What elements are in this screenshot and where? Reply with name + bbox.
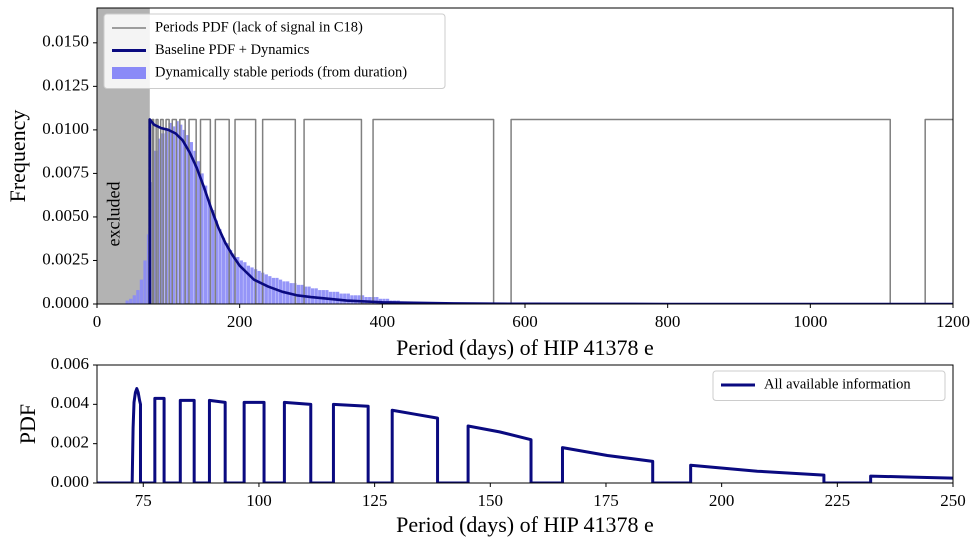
legend: All available information	[712, 370, 946, 401]
histogram-bar	[271, 277, 276, 304]
x-tick-label: 75	[135, 491, 152, 510]
histogram-bar	[129, 298, 133, 304]
x-tick-label: 150	[478, 491, 504, 510]
x-tick-label: 225	[825, 491, 851, 510]
y-tick-label: 0.0075	[42, 162, 89, 181]
histogram-bar	[193, 150, 197, 304]
x-tick-label: 800	[655, 312, 681, 331]
x-axis-label: Period (days) of HIP 41378 e	[396, 335, 654, 360]
histogram-bar	[375, 297, 379, 304]
histogram-bar	[218, 229, 222, 304]
histogram-bar	[246, 265, 251, 304]
series-line	[148, 118, 953, 304]
histogram-bar	[357, 295, 361, 304]
x-tick-label: 1000	[793, 312, 827, 331]
x-tick-label: 125	[362, 491, 388, 510]
histogram-bar	[186, 135, 190, 304]
legend: Periods PDF (lack of signal in C18) Basel…	[103, 13, 446, 89]
histogram-bar	[228, 250, 233, 304]
histogram-bar	[360, 295, 365, 304]
histogram-bar	[207, 199, 211, 304]
y-tick-label: 0.0050	[42, 206, 89, 225]
histogram-bar	[243, 262, 247, 304]
y-tick-label: 0.0125	[42, 75, 89, 94]
histogram-bar	[125, 300, 129, 304]
plot-area	[97, 387, 953, 483]
histogram-bar	[211, 209, 215, 304]
x-tick-label: 400	[370, 312, 396, 331]
histogram-bar	[204, 185, 208, 304]
histogram-bar	[257, 270, 261, 304]
histogram-bar	[232, 253, 236, 304]
histogram-bar	[196, 161, 201, 304]
legend-box	[712, 370, 946, 401]
y-tick-label: 0.0025	[42, 249, 89, 268]
histogram-bar	[175, 121, 179, 304]
histogram-bar	[307, 286, 311, 304]
histogram-bar	[343, 293, 347, 304]
series-line	[97, 387, 953, 483]
y-tick-label: 0.004	[51, 393, 90, 412]
x-axis-label: Period (days) of HIP 41378 e	[396, 512, 654, 537]
histogram-bar	[200, 173, 204, 304]
x-tick-label: 200	[709, 491, 735, 510]
x-tick-label: 200	[227, 312, 253, 331]
y-tick-label: 0.0150	[42, 32, 89, 51]
histogram-bar	[182, 129, 186, 304]
histogram-bar	[332, 291, 336, 304]
histogram-bar	[221, 237, 226, 304]
x-tick-label: 250	[940, 491, 966, 510]
histogram-bar	[346, 293, 350, 304]
histogram-bar	[239, 260, 243, 304]
legend-label: Periods PDF (lack of signal in C18)	[155, 19, 363, 35]
x-tick-label: 0	[93, 312, 102, 331]
x-tick-label: 600	[512, 312, 538, 331]
histogram-bar	[268, 276, 272, 304]
histogram-bar	[236, 256, 240, 304]
y-tick-label: 0.002	[51, 433, 89, 452]
x-tick-label: 100	[246, 491, 272, 510]
histogram-bar	[139, 279, 144, 304]
histogram-bar	[168, 122, 172, 304]
legend-box	[103, 13, 446, 89]
region-label: excluded	[104, 182, 124, 247]
axes-frame	[96, 364, 954, 484]
x-tick-label: 1200	[936, 312, 970, 331]
y-tick-label: 0.0100	[42, 119, 89, 138]
histogram-bar	[189, 142, 193, 304]
histogram-bar	[325, 290, 329, 304]
histogram-bar	[179, 124, 183, 304]
histogram-bar	[314, 288, 318, 304]
x-tick-label: 175	[593, 491, 619, 510]
series-line	[148, 118, 953, 304]
histogram-bar	[143, 260, 147, 304]
histogram-bar	[225, 243, 229, 304]
histogram-bar	[264, 274, 268, 304]
y-tick-label: 0.000	[51, 472, 89, 491]
legend-swatch	[112, 67, 146, 79]
legend-label: Dynamically stable periods (from duratio…	[155, 64, 407, 80]
histogram-bar	[132, 295, 136, 304]
y-tick-label: 0.006	[51, 354, 89, 373]
histogram-bar	[136, 290, 140, 304]
histogram-bar	[335, 291, 340, 304]
histogram-bar	[171, 126, 176, 304]
legend-label: Baseline PDF + Dynamics	[155, 42, 310, 58]
y-tick-label: 0.0000	[42, 293, 89, 312]
histogram-bar	[214, 220, 218, 304]
histogram-bar	[250, 267, 254, 304]
histogram-bar	[157, 138, 161, 304]
legend-label: All available information	[764, 376, 911, 392]
histogram-bar	[300, 284, 304, 304]
y-axis-label: PDF	[15, 404, 40, 444]
y-axis-label: Frequency	[5, 110, 30, 203]
